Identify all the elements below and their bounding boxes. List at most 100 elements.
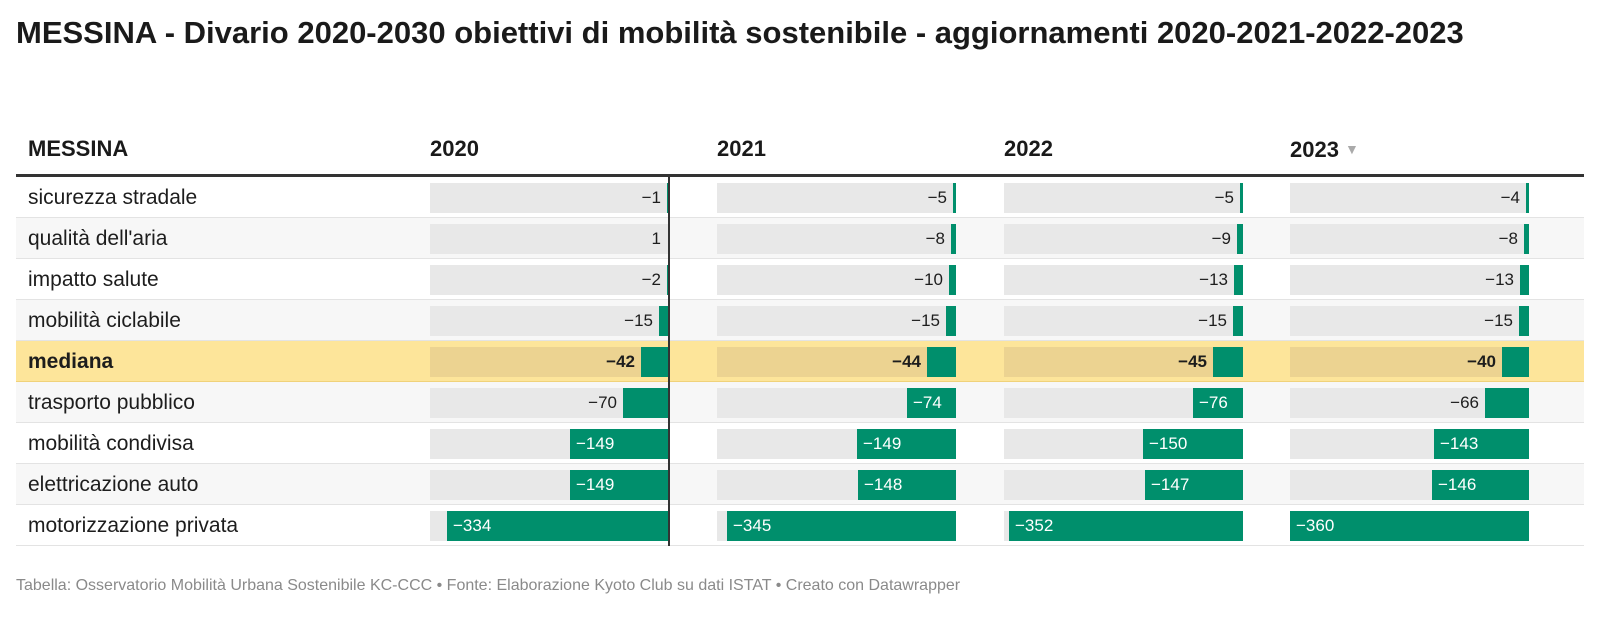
value-bar — [1234, 265, 1243, 295]
value-bar — [1143, 429, 1243, 459]
value-bar — [1502, 347, 1529, 377]
row-label: mobilità ciclabile — [28, 309, 181, 332]
row-label: impatto salute — [28, 268, 159, 291]
value-label: −44 — [892, 352, 921, 371]
column-header-2023[interactable]: 2023 ▼ — [1290, 126, 1359, 174]
value-label: −13 — [1485, 270, 1514, 289]
value-label: −15 — [624, 311, 653, 330]
value-bar — [946, 306, 956, 336]
value-label: −70 — [588, 393, 617, 412]
value-cell: −10 — [717, 265, 956, 295]
value-label: −143 — [1440, 434, 1479, 453]
row-header[interactable]: MESSINA — [28, 126, 128, 174]
value-label: −360 — [1296, 516, 1335, 535]
value-cell: −1 — [430, 183, 669, 213]
value-bar — [570, 429, 669, 459]
value-cell: −5 — [717, 183, 956, 213]
value-cell: −76 — [1004, 388, 1243, 418]
row-label: mobilità condivisa — [28, 432, 194, 455]
value-cell: −15 — [430, 306, 669, 336]
value-bar — [1145, 470, 1243, 500]
table-row: sicurezza stradale −1 −5 −5 −4 — [16, 177, 1584, 218]
value-label: −147 — [1151, 475, 1190, 494]
value-cell: 1 — [430, 224, 669, 254]
row-label: mediana — [28, 350, 114, 373]
value-label: −150 — [1149, 434, 1188, 453]
value-cell: −13 — [1004, 265, 1243, 295]
table-row: motorizzazione privata −334 −345 −352 −360 — [16, 505, 1584, 546]
value-label: −13 — [1199, 270, 1228, 289]
value-label: −8 — [925, 229, 945, 248]
row-label: qualità dell'aria — [28, 227, 168, 250]
triangle-down-icon: ▼ — [1344, 141, 1359, 157]
value-bar — [623, 388, 669, 418]
value-label: −148 — [864, 475, 903, 494]
value-bar — [1485, 388, 1529, 418]
value-cell: −42 — [430, 347, 669, 377]
table-row: mobilità condivisa −149 −149 −150 −143 — [16, 423, 1584, 464]
value-cell: −149 — [430, 470, 669, 500]
value-cell: −13 — [1290, 265, 1529, 295]
value-label: −9 — [1211, 229, 1231, 248]
value-label: −334 — [453, 516, 492, 535]
value-label: −352 — [1015, 516, 1054, 535]
value-label: −10 — [914, 270, 943, 289]
value-bar — [1520, 265, 1529, 295]
value-label: −45 — [1178, 352, 1207, 371]
value-bar — [1290, 511, 1529, 541]
row-label: trasporto pubblico — [28, 391, 195, 414]
value-cell: −147 — [1004, 470, 1243, 500]
table-row-median: mediana −42 −44 −45 −40 — [16, 341, 1584, 382]
value-bar — [641, 347, 669, 377]
value-label: −1 — [641, 188, 661, 207]
value-label: 1 — [651, 229, 661, 248]
value-label: −15 — [1484, 311, 1513, 330]
value-cell: −360 — [1290, 511, 1529, 541]
value-bar — [1519, 306, 1529, 336]
value-cell: −150 — [1004, 429, 1243, 459]
value-cell: −148 — [717, 470, 956, 500]
value-cell: −74 — [717, 388, 956, 418]
value-label: −76 — [1199, 393, 1228, 412]
chart-title: MESSINA - Divario 2020-2030 obiettivi di… — [16, 15, 1464, 50]
value-cell: −15 — [1290, 306, 1529, 336]
column-header-2022[interactable]: 2022 — [1004, 126, 1053, 174]
value-label: −4 — [1500, 188, 1520, 207]
value-label: −5 — [1214, 188, 1234, 207]
value-cell: −149 — [430, 429, 669, 459]
value-cell: −66 — [1290, 388, 1529, 418]
value-label: −5 — [927, 188, 947, 207]
value-cell: −44 — [717, 347, 956, 377]
value-cell: −4 — [1290, 183, 1529, 213]
value-label: −345 — [733, 516, 772, 535]
value-bar — [1240, 183, 1243, 213]
column-header-label: 2023 — [1290, 137, 1339, 162]
value-bar — [927, 347, 956, 377]
row-label: motorizzazione privata — [28, 514, 239, 537]
value-cell: −15 — [1004, 306, 1243, 336]
value-bar — [949, 265, 956, 295]
value-label: −15 — [911, 311, 940, 330]
value-bar — [907, 388, 956, 418]
value-bar — [951, 224, 956, 254]
value-bar — [1213, 347, 1243, 377]
value-bar — [953, 183, 956, 213]
row-label: sicurezza stradale — [28, 186, 198, 209]
value-cell: −8 — [717, 224, 956, 254]
value-label: −146 — [1438, 475, 1477, 494]
value-cell: −5 — [1004, 183, 1243, 213]
value-label: −8 — [1498, 229, 1518, 248]
value-cell: −2 — [430, 265, 669, 295]
value-cell: −143 — [1290, 429, 1529, 459]
value-bar — [1009, 511, 1243, 541]
value-bar — [858, 470, 956, 500]
value-cell: −40 — [1290, 347, 1529, 377]
column-header-2020[interactable]: 2020 — [430, 126, 479, 174]
value-cell: −15 — [717, 306, 956, 336]
row-header-label: MESSINA — [28, 136, 129, 161]
column-header-2021[interactable]: 2021 — [717, 126, 766, 174]
value-label: −40 — [1467, 352, 1496, 371]
value-cell: −345 — [717, 511, 956, 541]
value-bar — [1524, 224, 1529, 254]
value-bar — [1193, 388, 1243, 418]
